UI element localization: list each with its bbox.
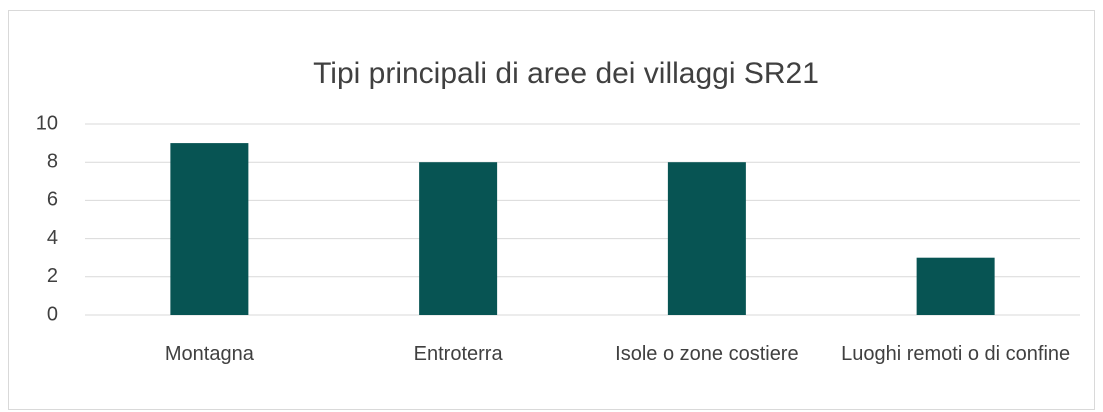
x-tick-label: Isole o zone costiere [615, 343, 799, 365]
bar [419, 162, 498, 315]
bar [916, 257, 995, 315]
x-tick-label: Entroterra [413, 343, 503, 365]
y-tick-label: 4 [47, 227, 58, 249]
x-tick-label: Luoghi remoti o di confine [841, 343, 1071, 365]
y-tick-label: 6 [47, 189, 58, 211]
bar [667, 162, 746, 315]
chart-title: Tipi principali di aree dei villaggi SR2… [313, 57, 819, 90]
y-tick-label: 0 [47, 303, 58, 325]
y-tick-label: 8 [47, 150, 58, 172]
y-tick-label: 10 [36, 112, 58, 134]
bar [170, 143, 249, 315]
y-tick-label: 2 [47, 265, 58, 287]
x-tick-label: Montagna [164, 343, 254, 365]
